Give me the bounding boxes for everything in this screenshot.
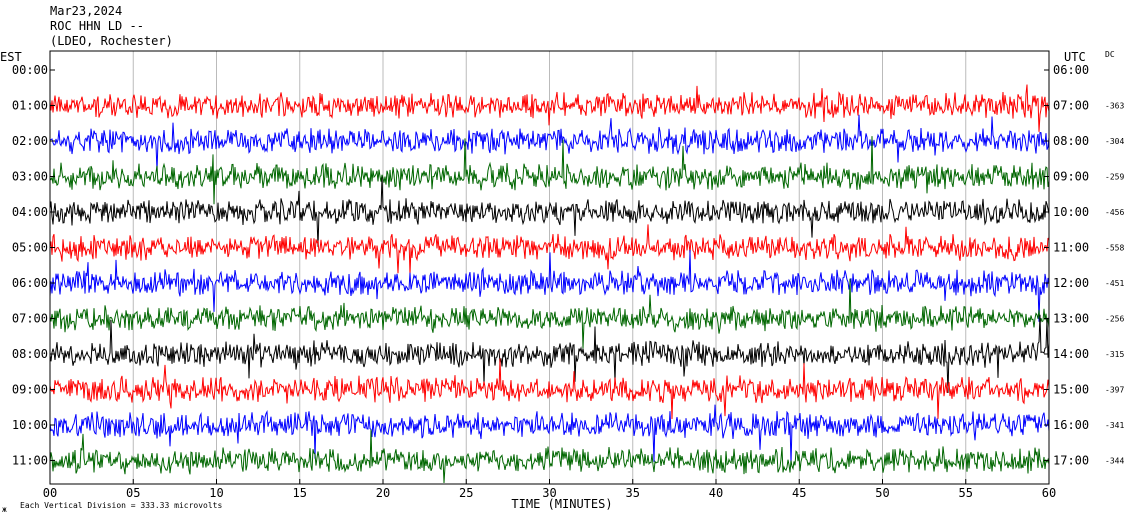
seismic-trace-line	[49, 176, 1050, 247]
header-station: ROC HHN LD --	[50, 19, 144, 33]
trace-group	[49, 84, 1050, 484]
dc-offset-label: -456	[1105, 208, 1124, 217]
x-tick-label: 35	[626, 486, 640, 500]
utc-hour-label: 12:00	[1053, 276, 1089, 290]
est-hour-label: 06:00	[12, 276, 48, 290]
est-hour-label: 08:00	[12, 347, 48, 361]
x-tick-label: 40	[709, 486, 723, 500]
dc-offset-label: -363	[1105, 102, 1124, 111]
seismic-trace-line	[49, 136, 1050, 205]
est-hour-label: 10:00	[12, 418, 48, 432]
dc-offset-label: -315	[1105, 350, 1124, 359]
x-axis-title: TIME (MINUTES)	[511, 497, 612, 511]
seismic-trace-line	[49, 278, 1050, 349]
x-tick-label: 25	[459, 486, 473, 500]
vertical-division-note: Each Vertical Division = 333.33 microvol…	[20, 501, 222, 510]
est-axis-title: EST	[0, 50, 22, 64]
dc-offset-label: -397	[1105, 386, 1124, 395]
utc-hour-label: 06:00	[1053, 63, 1089, 77]
est-hour-label: 09:00	[12, 383, 48, 397]
x-tick-label: 05	[126, 486, 140, 500]
est-hour-label: 00:00	[12, 63, 48, 77]
seismic-trace-line	[49, 429, 1050, 484]
x-tick-label: 15	[293, 486, 307, 500]
est-hour-label: 01:00	[12, 99, 48, 113]
utc-hour-label: 15:00	[1053, 383, 1089, 397]
utc-hour-label: 11:00	[1053, 241, 1089, 255]
est-hour-label: 07:00	[12, 312, 48, 326]
est-hour-label: 05:00	[12, 241, 48, 255]
seismic-trace-line	[49, 314, 1050, 394]
seismic-trace-line	[49, 84, 1050, 132]
x-tick-label: 50	[875, 486, 889, 500]
est-hour-label: 04:00	[12, 205, 48, 219]
footer-mark: ж	[2, 505, 7, 514]
utc-hour-label: 09:00	[1053, 170, 1089, 184]
dc-offset-label: -304	[1105, 137, 1124, 146]
header-date: Mar23,2024	[50, 4, 122, 18]
seismic-trace-line	[49, 404, 1050, 466]
x-tick-label: 45	[792, 486, 806, 500]
dc-offset-label: -558	[1105, 244, 1124, 253]
grid-lines	[132, 51, 967, 484]
utc-hour-label: 16:00	[1053, 418, 1089, 432]
header-network: (LDEO, Rochester)	[50, 34, 173, 48]
est-hour-label: 02:00	[12, 134, 48, 148]
est-hour-label: 11:00	[12, 454, 48, 468]
x-tick-label: 55	[959, 486, 973, 500]
x-tick-label: 20	[376, 486, 390, 500]
dc-offset-label: -256	[1105, 315, 1124, 324]
dc-column-title: DC	[1105, 50, 1115, 59]
seismic-trace-line	[49, 114, 1050, 171]
est-hour-label: 03:00	[12, 170, 48, 184]
row-labels: 00:00 06:00 01:00 07:00 -363 02:00 08:00 -304 03…	[12, 63, 1125, 468]
utc-axis-title: UTC	[1064, 50, 1086, 64]
seismic-trace-line	[49, 249, 1050, 322]
dc-offset-label: -341	[1105, 421, 1124, 430]
dc-offset-label: -451	[1105, 279, 1124, 288]
x-tick-label: 00	[43, 486, 57, 500]
x-tick-label: 30	[542, 486, 556, 500]
dc-offset-label: -259	[1105, 173, 1124, 182]
dc-offset-label: -344	[1105, 457, 1124, 466]
x-axis-ticks: 00 05 10 15 20 25 30 35 40 45 50 55 60	[43, 479, 1056, 500]
utc-hour-label: 08:00	[1053, 134, 1089, 148]
seismic-trace-line	[49, 358, 1050, 420]
utc-hour-label: 14:00	[1053, 347, 1089, 361]
utc-hour-label: 10:00	[1053, 205, 1089, 219]
utc-hour-label: 17:00	[1053, 454, 1089, 468]
utc-hour-label: 07:00	[1053, 99, 1089, 113]
x-tick-label: 10	[209, 486, 223, 500]
x-tick-label: 60	[1042, 486, 1056, 500]
seismic-trace-line	[49, 224, 1050, 275]
utc-hour-label: 13:00	[1053, 312, 1089, 326]
